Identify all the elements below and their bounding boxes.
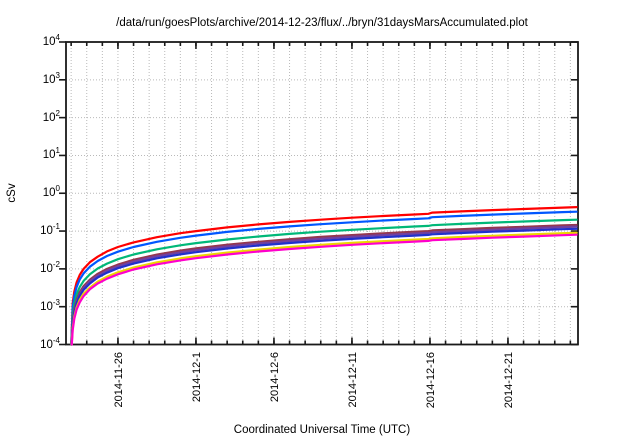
- series-line-yellow: [70, 231, 578, 346]
- y-tick-label: 100: [42, 184, 60, 200]
- x-tick-label: 2014-12-16: [425, 352, 437, 408]
- y-tick-label: 10-4: [40, 335, 60, 351]
- grid-horizontal-lines: [66, 41, 578, 345]
- series-line-red: [70, 206, 578, 346]
- y-tick-label: 10-3: [40, 297, 60, 313]
- x-tick-label: 2014-12-11: [347, 352, 359, 407]
- x-tick-label: 2014-12-21: [503, 352, 515, 408]
- x-tick-label: 2014-12-6: [269, 352, 281, 402]
- series-line-blue: [70, 210, 578, 346]
- grid-vertical-lines: [70, 42, 571, 345]
- series-line-green: [70, 218, 578, 346]
- y-tick-label: 10-2: [40, 259, 60, 275]
- y-tick-label: 102: [42, 108, 60, 124]
- x-tick-label: 2014-11-26: [113, 352, 125, 407]
- series-line-navy: [70, 227, 578, 346]
- y-tick-label: 104: [42, 33, 60, 48]
- y-tick-label: 101: [42, 146, 60, 162]
- chart-title: /data/run/goesPlots/archive/2014-12-23/f…: [116, 17, 528, 29]
- x-tick-labels: 2014-11-26 2014-12-1 2014-12-6 2014-12-11 20…: [113, 352, 515, 408]
- y-tick-label: 10-1: [40, 222, 60, 237]
- x-tick-label: 2014-12-1: [191, 352, 203, 402]
- plot-border: [65, 41, 579, 346]
- y-tick-label: 103: [42, 70, 60, 86]
- series-line-magenta: [70, 233, 578, 346]
- x-axis-label: Coordinated Universal Time (UTC): [233, 424, 411, 436]
